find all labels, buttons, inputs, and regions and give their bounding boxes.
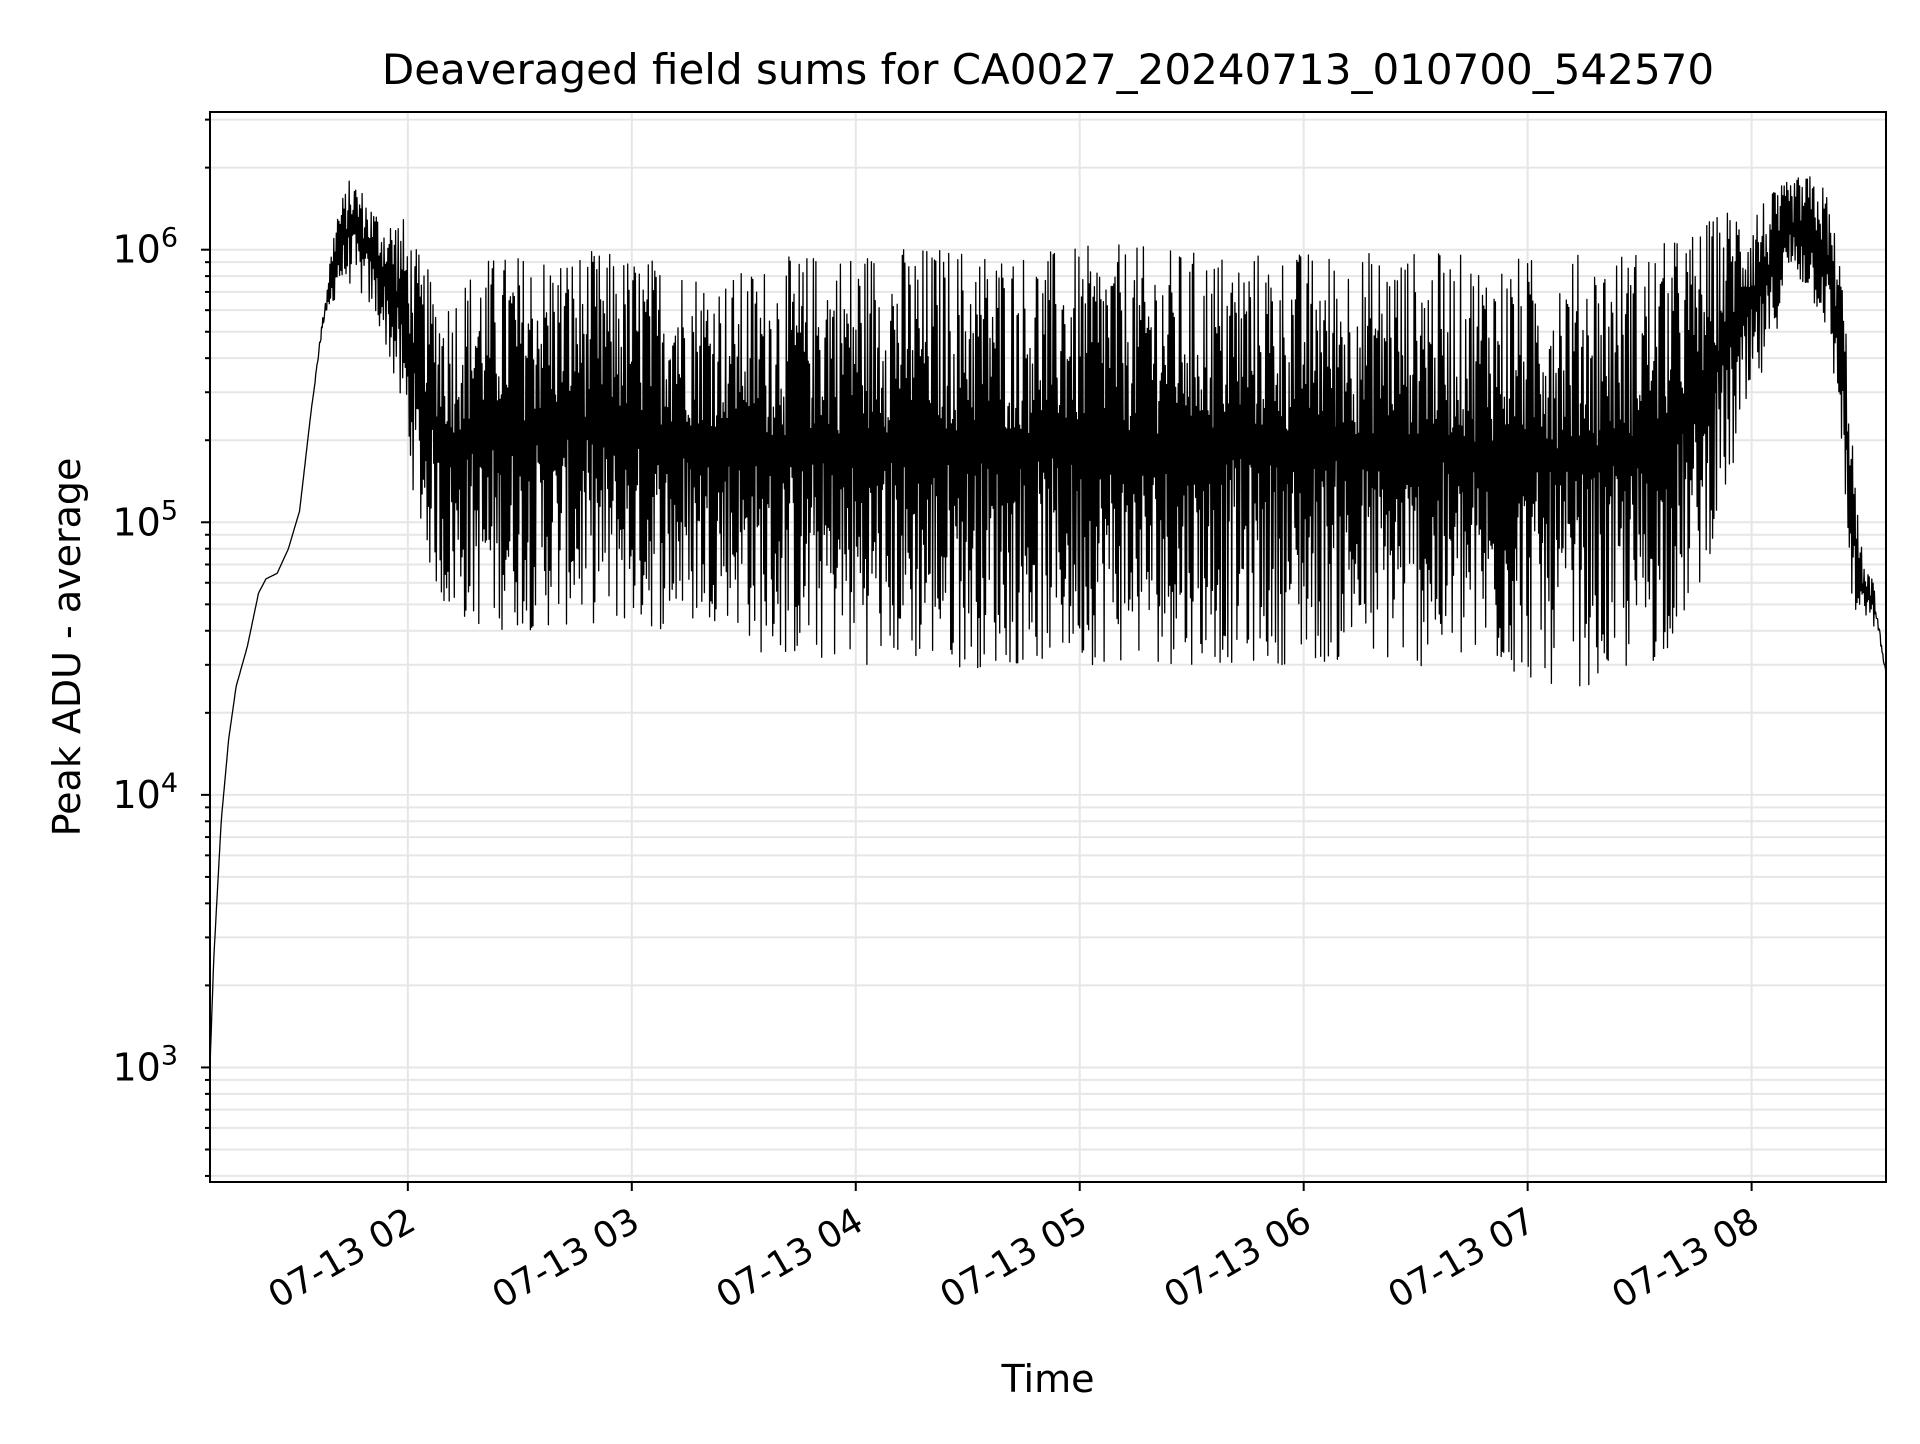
chart-title: Deaveraged field sums for CA0027_2024071… bbox=[382, 45, 1714, 94]
series-layer bbox=[209, 176, 1887, 1068]
x-axis-label: Time bbox=[1001, 1357, 1095, 1401]
y-tick-label-exponent: 4 bbox=[161, 768, 178, 799]
y-tick-label-exponent: 6 bbox=[161, 223, 178, 254]
series-line bbox=[209, 176, 1887, 1068]
y-tick-label-base: 10 bbox=[112, 1045, 160, 1089]
y-tick-label-base: 10 bbox=[112, 773, 160, 817]
y-tick-label-exponent: 3 bbox=[161, 1040, 178, 1071]
y-axis-label: Peak ADU - average bbox=[45, 458, 89, 837]
plot-frame bbox=[209, 111, 1887, 1183]
y-tick-label: 105 bbox=[112, 495, 178, 544]
y-tick-label-exponent: 5 bbox=[161, 495, 178, 526]
y-tick-label: 106 bbox=[112, 223, 178, 272]
y-tick-label-base: 10 bbox=[112, 228, 160, 272]
y-tick-label-base: 10 bbox=[112, 500, 160, 544]
y-tick-label: 104 bbox=[112, 768, 178, 817]
y-tick-label: 103 bbox=[112, 1040, 178, 1089]
